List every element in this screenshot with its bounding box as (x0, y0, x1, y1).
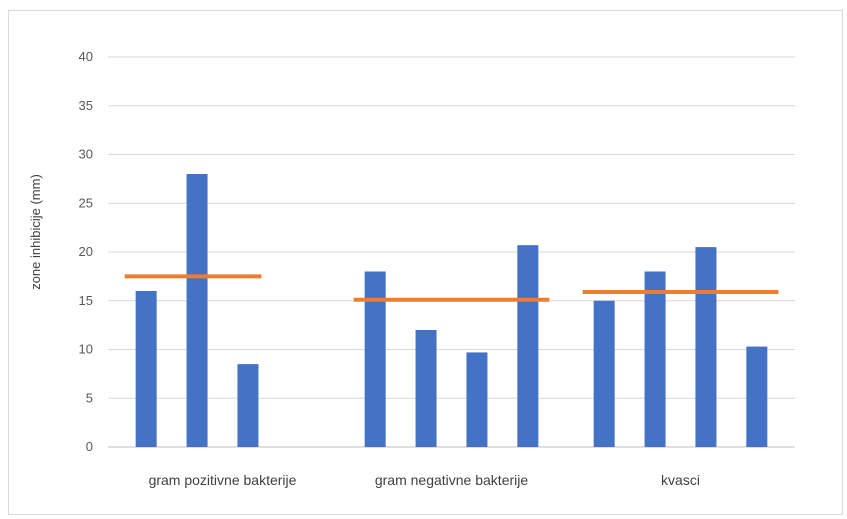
bar (364, 271, 386, 447)
average-lines (124, 274, 779, 302)
y-axis-label: zone inhibicije (mm) (28, 174, 43, 290)
y-tick-label: 30 (79, 147, 93, 162)
bar (644, 271, 666, 447)
bar (415, 330, 437, 447)
y-tick-label: 5 (86, 390, 93, 405)
bars (135, 174, 768, 447)
bar (593, 300, 615, 447)
y-tick-label: 20 (79, 244, 93, 259)
gridlines (108, 56, 795, 448)
y-tick-label: 25 (79, 195, 93, 210)
y-tick-label: 35 (79, 98, 93, 113)
bar (237, 364, 259, 447)
bar (517, 245, 539, 447)
bar (466, 352, 488, 447)
category-label: gram pozitivne bakterije (149, 472, 297, 488)
category-label: gram negativne bakterije (375, 472, 529, 488)
y-tick-label: 0 (86, 439, 93, 454)
bar (746, 346, 768, 447)
y-tick-label: 40 (79, 49, 93, 64)
y-tick-label: 10 (79, 342, 93, 357)
y-axis-ticks: 0 5 10 15 20 25 30 35 40 (79, 49, 93, 454)
bar (135, 291, 157, 447)
category-labels: gram pozitivne bakterije gram negativne b… (149, 472, 700, 488)
bar (695, 247, 717, 447)
bar (186, 174, 208, 447)
y-tick-label: 15 (79, 293, 93, 308)
category-label: kvasci (661, 472, 700, 488)
